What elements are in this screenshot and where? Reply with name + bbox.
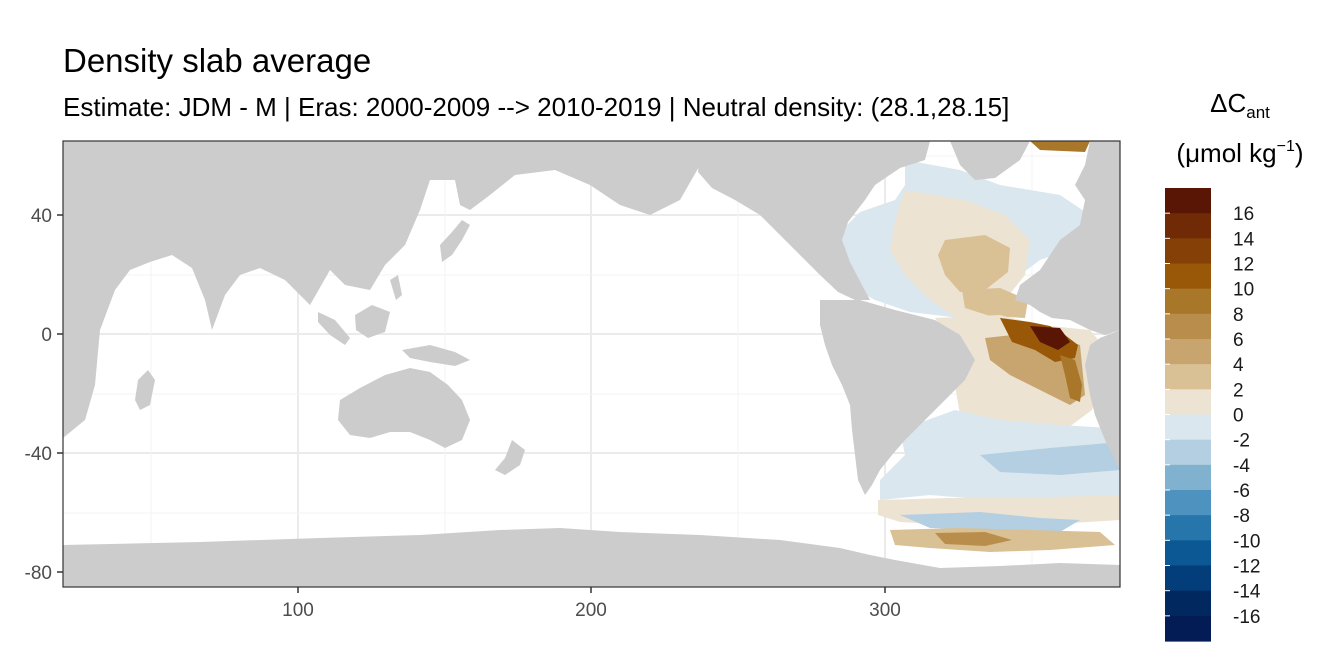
chart-title: Density slab average xyxy=(63,42,372,79)
legend-label: -14 xyxy=(1233,582,1261,603)
land-madagascar xyxy=(135,370,155,410)
legend-label: 4 xyxy=(1233,355,1244,376)
x-tick-label-200: 200 xyxy=(575,600,607,621)
legend-swatch xyxy=(1165,439,1211,466)
data-field xyxy=(838,141,1120,552)
legend-swatch xyxy=(1165,515,1211,541)
legend-title-sub: ant xyxy=(1246,103,1270,122)
legend-label: -10 xyxy=(1233,531,1260,552)
land-new-zealand xyxy=(495,440,525,475)
legend-swatch xyxy=(1165,389,1211,416)
land-new-guinea xyxy=(402,345,470,366)
y-tick-label-40: 40 xyxy=(31,206,52,227)
legend-unit-exp: −1 xyxy=(1277,138,1295,155)
land-africa-south xyxy=(1085,330,1120,470)
land xyxy=(63,141,1120,587)
legend-label: 6 xyxy=(1233,330,1244,351)
legend-label: 8 xyxy=(1233,305,1244,326)
data-weddell-tan xyxy=(935,532,1012,546)
x-tick-label-300: 300 xyxy=(869,600,901,621)
legend-swatch xyxy=(1165,339,1211,365)
legend-swatch xyxy=(1165,263,1211,290)
legend-label: -2 xyxy=(1233,431,1250,452)
legend-swatch xyxy=(1165,414,1211,441)
legend-label: 2 xyxy=(1233,380,1244,401)
land-north-america xyxy=(698,141,930,300)
legend-unit-base: (μmol kg xyxy=(1176,138,1276,168)
legend-title: ΔCant xyxy=(1210,88,1270,122)
legend-swatch xyxy=(1165,565,1211,592)
legend-colorbar xyxy=(1165,188,1211,642)
legend-swatch xyxy=(1165,615,1211,642)
land-australia xyxy=(338,368,470,448)
legend-swatch xyxy=(1165,464,1211,491)
legend-label: 12 xyxy=(1233,255,1254,276)
legend: ΔCant (μmol kg−1) 16 14 12 10 8 6 4 2 0 -2 -4 -6 -8 -… xyxy=(1165,88,1304,642)
legend-unit: (μmol kg−1) xyxy=(1176,138,1303,168)
data-north-tip-brown xyxy=(1030,141,1090,152)
legend-swatch xyxy=(1165,238,1211,265)
legend-label: 16 xyxy=(1233,204,1254,225)
legend-swatch xyxy=(1165,540,1211,567)
data-angola-brown xyxy=(1060,355,1082,402)
land-philippines xyxy=(390,275,402,300)
chart-subtitle: Estimate: JDM - M | Eras: 2000-2009 --> … xyxy=(63,92,1010,122)
legend-label: -8 xyxy=(1233,506,1250,527)
land-sumatra xyxy=(318,312,350,345)
legend-label: -12 xyxy=(1233,557,1260,578)
land-europe-africa xyxy=(1015,141,1120,335)
legend-swatch xyxy=(1165,490,1211,516)
legend-swatch xyxy=(1165,188,1211,214)
legend-label: 0 xyxy=(1233,406,1244,427)
land-south-america xyxy=(820,300,975,495)
legend-swatch xyxy=(1165,313,1211,340)
legend-title-main: ΔC xyxy=(1210,88,1246,118)
legend-swatch xyxy=(1165,213,1211,239)
land-borneo xyxy=(355,305,390,338)
legend-swatch xyxy=(1165,288,1211,315)
legend-label: -6 xyxy=(1233,481,1250,502)
legend-swatch xyxy=(1165,364,1211,390)
y-tick-label-m40: -40 xyxy=(25,444,52,465)
axis-ticks xyxy=(57,214,886,593)
legend-label: -16 xyxy=(1233,607,1260,628)
data-south-atlantic-blue xyxy=(980,442,1120,475)
y-tick-label-m80: -80 xyxy=(25,563,52,584)
legend-label: 14 xyxy=(1233,229,1255,250)
data-equatorial-dark xyxy=(1030,326,1070,350)
legend-unit-close: ) xyxy=(1295,138,1304,168)
legend-label: 10 xyxy=(1233,280,1254,301)
land-greenland xyxy=(950,141,1030,180)
data-subtropical-tan-2 xyxy=(962,288,1028,318)
data-subtropical-tan xyxy=(938,235,1010,292)
data-southern-blue xyxy=(900,512,1080,532)
land-eurasia-africa-west xyxy=(63,141,700,438)
land-japan xyxy=(440,220,470,262)
x-tick-label-100: 100 xyxy=(282,600,314,621)
legend-labels: 16 14 12 10 8 6 4 2 0 -2 -4 -6 -8 -10 -12 -14 -16 xyxy=(1233,204,1261,628)
y-tick-label-0: 0 xyxy=(41,325,52,346)
land-antarctica xyxy=(63,528,1120,587)
legend-label: -4 xyxy=(1233,456,1250,477)
legend-swatch xyxy=(1165,590,1211,617)
